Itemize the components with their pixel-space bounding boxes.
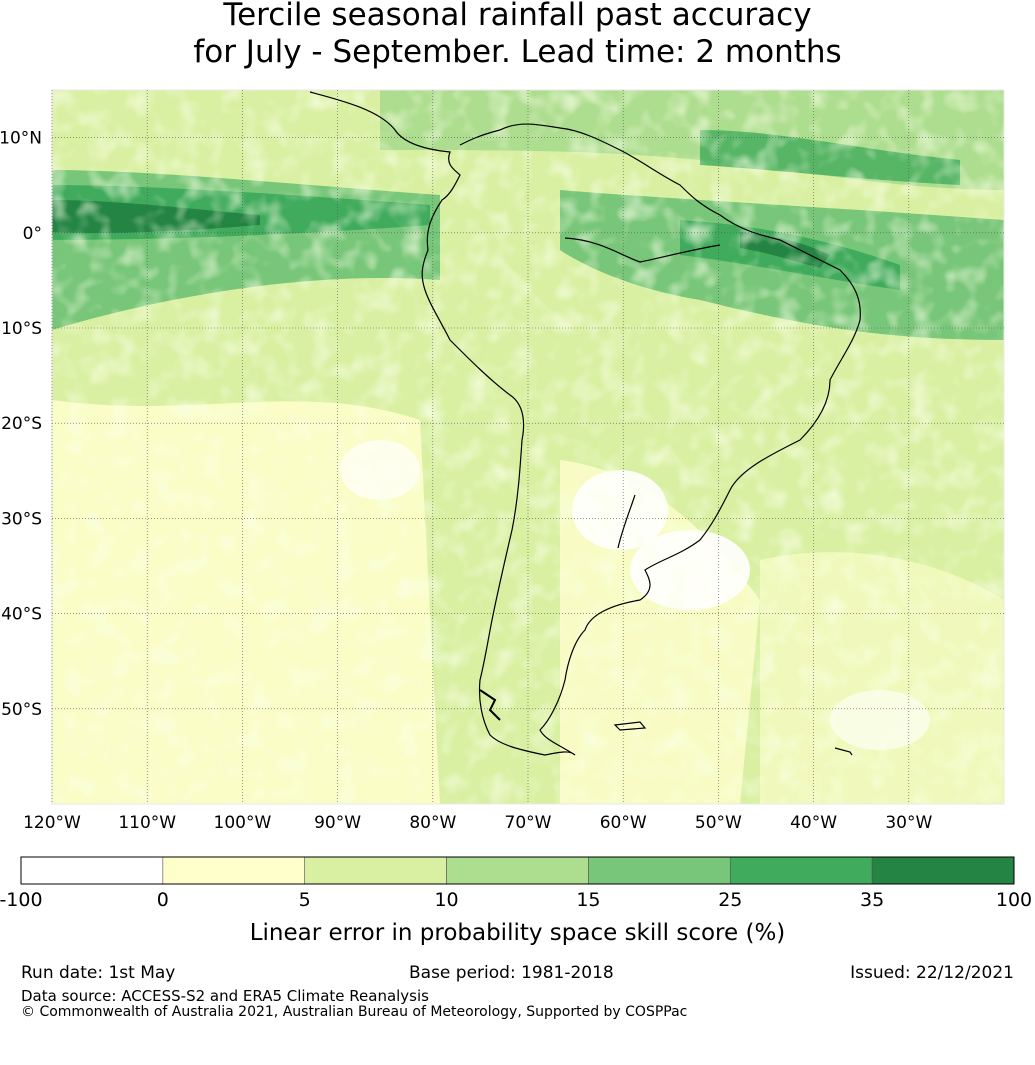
colorbar	[20, 856, 1015, 885]
colorbar-tick-label: 5	[299, 889, 311, 910]
lat-label: 0°	[23, 224, 42, 244]
title-line-2: for July - September. Lead time: 2 month…	[193, 34, 842, 70]
colorbar-segment	[588, 856, 731, 885]
colorbar-segment	[729, 856, 873, 885]
colorbar-tick-label: 100	[996, 889, 1032, 910]
lat-label: 10°S	[1, 319, 42, 339]
base-period: Base period: 1981-2018	[409, 963, 614, 983]
colorbar-label: Linear error in probability space skill …	[249, 920, 786, 946]
lon-label: 60°W	[600, 813, 647, 833]
colorbar-tick-label: 0	[157, 889, 169, 910]
colorbar-tick-label: -100	[0, 889, 43, 910]
skill-score-map: 10°N0°10°S20°S30°S40°S50°S 120°W 110°W 100…	[0, 89, 1032, 910]
colorbar-segment	[871, 856, 1015, 885]
colorbar-tick-label: 15	[576, 889, 600, 910]
lon-label: 120°W	[23, 813, 81, 833]
colorbar-frame	[20, 856, 1015, 885]
colorbar-tick-label: 10	[434, 889, 458, 910]
lat-label: 10°N	[0, 129, 42, 149]
lon-label: 50°W	[695, 813, 742, 833]
issued-date: Issued: 22/12/2021	[850, 963, 1014, 983]
data-source: Data source: ACCESS-S2 and ERA5 Climate …	[21, 987, 429, 1005]
colorbar-segment	[20, 856, 164, 885]
colorbar-tick-label: 35	[860, 889, 884, 910]
colorbar-segment	[304, 856, 447, 885]
lon-label: 100°W	[214, 813, 272, 833]
colorbar-segment	[446, 856, 589, 885]
copyright: © Commonwealth of Australia 2021, Austra…	[21, 1004, 688, 1020]
run-date: Run date: 1st May	[21, 963, 176, 983]
lat-label: 50°S	[1, 700, 42, 720]
colorbar-tick-label: 25	[718, 889, 742, 910]
lon-label: 80°W	[409, 813, 456, 833]
lat-label: 40°S	[1, 605, 42, 625]
graticule	[51, 90, 1004, 804]
lat-label: 20°S	[1, 414, 42, 434]
coastline	[309, 91, 861, 756]
lon-label: 70°W	[505, 813, 552, 833]
lon-label: 110°W	[118, 813, 176, 833]
lon-label: 30°W	[885, 813, 932, 833]
title-line-1: Tercile seasonal rainfall past accuracy	[223, 0, 812, 33]
colorbar-segment	[162, 856, 306, 885]
lon-label: 40°W	[790, 813, 837, 833]
lat-label: 30°S	[1, 509, 42, 529]
lon-label: 90°W	[314, 813, 361, 833]
